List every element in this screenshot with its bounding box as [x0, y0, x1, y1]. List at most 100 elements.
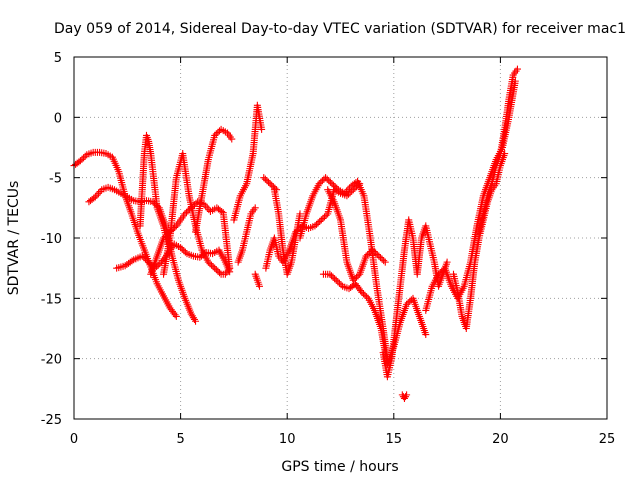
data-point-interp	[182, 208, 190, 216]
data-point-interp	[380, 257, 388, 265]
data-point	[368, 246, 376, 254]
data-point-interp	[359, 290, 367, 298]
data-point-interp	[334, 278, 342, 286]
data-point-interp	[141, 255, 149, 263]
data-point-interp	[354, 272, 362, 280]
data-point-interp	[263, 177, 271, 185]
data-point-interp	[351, 275, 359, 283]
data-point	[172, 312, 180, 320]
data-point	[260, 174, 268, 182]
data-point-interp	[322, 211, 330, 219]
data-point	[76, 157, 84, 165]
data-point	[138, 252, 146, 260]
data-point-interp	[314, 219, 322, 227]
data-point-interp	[331, 183, 339, 191]
data-point-interp	[316, 217, 324, 225]
data-point	[160, 234, 168, 242]
data-point-interp	[78, 155, 86, 163]
data-point-interp	[161, 232, 169, 240]
data-point-interp	[163, 231, 171, 239]
data-point	[228, 135, 236, 143]
data-point	[296, 210, 304, 218]
data-point	[145, 258, 153, 266]
x-tick-label: 20	[492, 432, 509, 447]
data-point	[381, 258, 389, 266]
data-point	[403, 391, 411, 399]
data-point-interp	[337, 281, 345, 289]
x-axis-label: GPS time / hours	[281, 459, 398, 475]
x-tick-label: 5	[176, 432, 184, 447]
data-point	[362, 252, 370, 260]
data-point	[251, 204, 259, 212]
data-point-interp	[333, 184, 341, 192]
x-tick-label: 10	[279, 432, 296, 447]
data-point-interp	[313, 220, 321, 228]
data-point-interp	[93, 191, 101, 199]
data-point-interp	[327, 272, 335, 280]
y-tick-label: -5	[49, 172, 62, 187]
data-point	[211, 131, 219, 139]
data-point-interp	[361, 291, 369, 299]
data-point	[211, 264, 219, 272]
data-point-interp	[261, 175, 269, 183]
x-tick-label: 25	[599, 432, 616, 447]
data-point-interp	[326, 178, 334, 186]
data-point	[317, 216, 325, 224]
data-point-interp	[318, 177, 326, 185]
data-point-interp	[376, 254, 384, 262]
data-point-interp	[325, 177, 333, 185]
data-point	[226, 264, 234, 272]
data-point	[311, 222, 319, 230]
x-tick-label: 15	[386, 432, 403, 447]
data-point-interp	[214, 128, 222, 136]
data-point	[177, 244, 185, 252]
data-point-interp	[81, 152, 89, 160]
data-point-interp	[206, 260, 214, 268]
data-point-interp	[365, 249, 373, 257]
y-tick-label: -25	[41, 413, 62, 428]
data-point-interp	[205, 206, 213, 214]
data-point	[513, 65, 521, 73]
data-point-interp	[180, 247, 188, 255]
y-axis-label: SDTVAR / TECUs	[6, 181, 22, 296]
data-point-interp	[335, 279, 343, 287]
data-point-interp	[331, 275, 339, 283]
data-point-interp	[178, 245, 186, 253]
data-point-interp	[181, 248, 189, 256]
y-tick-label: -10	[41, 232, 62, 247]
data-point-interp	[212, 130, 220, 138]
y-tick-label: -20	[41, 353, 62, 368]
data-point-interp	[95, 189, 103, 197]
data-point-interp	[214, 267, 222, 275]
data-point	[358, 288, 366, 296]
data-point	[322, 174, 330, 182]
data-point-interp	[352, 273, 360, 281]
data-point-interp	[438, 267, 446, 275]
data-point-interp	[317, 178, 325, 186]
data-point	[349, 276, 357, 284]
data-point	[332, 276, 340, 284]
data-point-interp	[209, 263, 217, 271]
data-point	[266, 180, 274, 188]
data-point-interp	[269, 183, 277, 191]
data-point	[204, 258, 212, 266]
data-point	[375, 252, 383, 260]
data-point-interp	[90, 194, 98, 202]
data-point-interp	[364, 251, 372, 259]
y-tick-label: 0	[54, 111, 62, 126]
data-point	[181, 210, 189, 218]
data-points	[70, 65, 521, 402]
data-point	[149, 198, 157, 206]
y-tick-label: 5	[54, 51, 62, 66]
data-point-interp	[330, 181, 338, 189]
data-point-interp	[370, 248, 378, 256]
data-point-interp	[373, 251, 381, 259]
data-point-interp	[404, 299, 412, 307]
data-point	[255, 282, 263, 290]
data-point	[443, 258, 451, 266]
data-point-interp	[378, 255, 386, 263]
data-point	[326, 270, 334, 278]
data-point-interp	[372, 249, 380, 257]
data-point	[435, 270, 443, 278]
